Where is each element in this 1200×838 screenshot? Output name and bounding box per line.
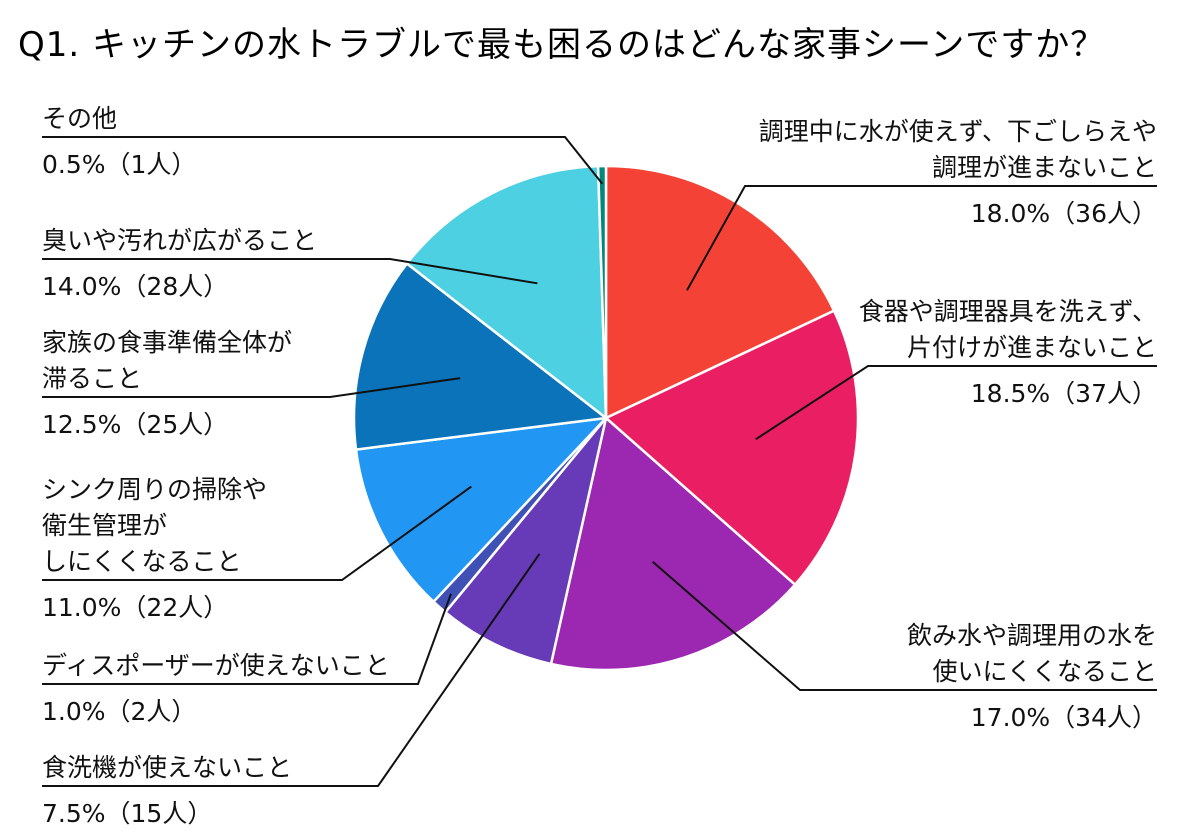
slice-category-label: 食洗機が使えないこと <box>42 753 292 782</box>
leader-line <box>42 593 452 685</box>
leader-line <box>686 185 1157 291</box>
slice-value-label: 11.0%（22人） <box>42 593 228 622</box>
leader-line <box>42 136 604 185</box>
leader-line <box>42 377 461 398</box>
pie-slice <box>352 261 610 451</box>
slice-category-label: シンク周りの掃除や <box>42 475 267 504</box>
slice-category-label: 滞ること <box>42 364 142 393</box>
slice-category-label: 家族の食事準備全体が <box>42 328 292 357</box>
slice-category-label: その他 <box>42 104 117 133</box>
slice-value-label: 17.0%（34人） <box>971 703 1157 732</box>
slice-category-label: 調理中に水が使えず、下ごしらえや <box>759 117 1157 146</box>
pie-slice <box>604 164 836 420</box>
slice-value-label: 18.5%（37人） <box>971 379 1157 408</box>
leader-line <box>755 365 1157 441</box>
chart-title: Q1. キッチンの水トラブルで最も困るのはどんな家事シーンですか？ <box>18 25 1105 65</box>
leader-line <box>42 258 538 285</box>
slice-value-label: 18.0%（36人） <box>971 199 1157 228</box>
leader-line <box>42 485 472 581</box>
pie-slice <box>443 417 608 666</box>
pie-slice <box>354 416 610 604</box>
slice-category-label: 衛生管理が <box>42 511 167 540</box>
pie-slices <box>352 164 860 672</box>
leader-lines <box>42 136 1157 787</box>
pie-slice <box>596 164 608 419</box>
leader-line <box>42 553 541 787</box>
pie-slice <box>603 309 860 587</box>
slice-category-label: 臭いや汚れが広がること <box>42 226 317 255</box>
slice-value-label: 1.0%（2人） <box>42 697 196 726</box>
pie-slice <box>549 415 797 672</box>
pie-slice <box>405 164 608 421</box>
slice-category-label: しにくくなること <box>42 547 242 576</box>
slice-value-label: 0.5%（1人） <box>42 150 196 179</box>
slice-category-label: 食器や調理器具を洗えず、 <box>859 297 1157 326</box>
slice-category-label: 片付けが進まないこと <box>907 333 1157 362</box>
slice-category-label: 使いにくくなること <box>932 657 1157 686</box>
slice-value-label: 14.0%（28人） <box>42 272 228 301</box>
slice-value-label: 7.5%（15人） <box>42 799 212 828</box>
leader-line <box>652 561 1157 691</box>
slice-value-label: 12.5%（25人） <box>42 410 228 439</box>
slice-category-label: ディスポーザーが使えないこと <box>42 651 390 680</box>
slice-category-label: 調理が進まないこと <box>932 153 1157 182</box>
slice-category-label: 飲み水や調理用の水を <box>907 621 1157 650</box>
